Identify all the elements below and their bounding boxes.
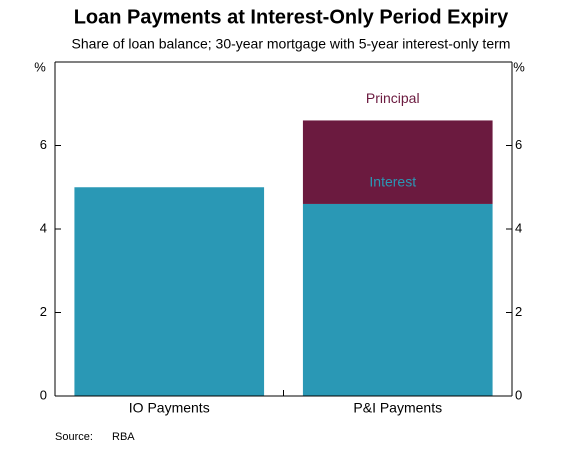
y-tick-label: 0 <box>40 387 47 402</box>
legend-label: Interest <box>369 174 416 190</box>
y-tick-label: 4 <box>40 220 47 235</box>
legend-label: Principal <box>366 90 420 106</box>
x-tick-label: P&I Payments <box>353 400 442 416</box>
y2-tick-label: 0 <box>515 387 522 402</box>
y-tick-label: 2 <box>40 304 47 319</box>
y2-tick-label: 2 <box>515 304 522 319</box>
bar <box>302 203 493 396</box>
bar <box>302 120 493 204</box>
x-tick-label: IO Payments <box>129 400 210 416</box>
source-label: Source: <box>55 431 93 443</box>
chart-subtitle: Share of loan balance; 30-year mortgage … <box>72 36 511 52</box>
source: RBA <box>112 431 135 443</box>
y2-tick-label: 4 <box>515 220 522 235</box>
y2-unit: % <box>513 59 525 74</box>
y-unit: % <box>34 59 46 74</box>
y-tick-label: 6 <box>40 137 47 152</box>
chart-title: Loan Payments at Interest-Only Period Ex… <box>74 6 509 28</box>
y2-tick-label: 6 <box>515 137 522 152</box>
bar <box>74 187 265 396</box>
